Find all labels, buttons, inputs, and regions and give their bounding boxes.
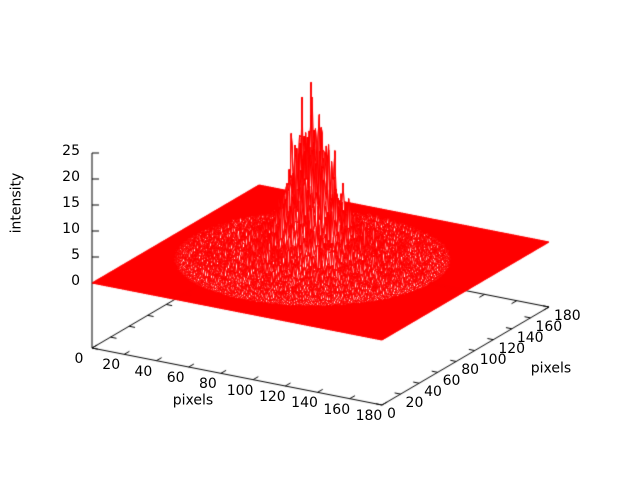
- y-tick-label-180: 180: [553, 308, 581, 324]
- x-tick-label-20: 20: [102, 357, 121, 374]
- z-tick-label-0: 0: [71, 273, 80, 289]
- z-tick-label-25: 25: [62, 143, 80, 159]
- y-tick-label-40: 40: [424, 384, 442, 401]
- x-tick-label-140: 140: [291, 395, 318, 412]
- y-tick-label-100: 100: [479, 351, 507, 368]
- y-tick-label-120: 120: [498, 340, 526, 357]
- y-axis-title: pixels: [530, 360, 572, 377]
- z-tick-label-15: 15: [62, 195, 80, 211]
- x-tick-label-60: 60: [166, 370, 185, 386]
- x-tick-label-180: 180: [355, 408, 383, 424]
- x-tick-label-160: 160: [323, 401, 351, 418]
- x-tick-label-120: 120: [258, 389, 286, 405]
- y-tick-label-60: 60: [442, 373, 461, 390]
- z-axis-title: intensity: [8, 172, 25, 234]
- y-tick-label-20: 20: [405, 395, 424, 412]
- z-tick-label-10: 10: [62, 221, 80, 237]
- x-tick-label-100: 100: [226, 382, 254, 399]
- x-tick-label-0: 0: [74, 351, 84, 367]
- x-tick-label-40: 40: [134, 363, 153, 380]
- y-tick-label-0: 0: [386, 406, 396, 422]
- z-tick-label-20: 20: [62, 169, 80, 185]
- x-tick-label-80: 80: [198, 376, 217, 393]
- z-tick-label-5: 5: [71, 247, 80, 263]
- y-tick-label-140: 140: [516, 329, 544, 346]
- x-axis-title: pixels: [172, 392, 214, 409]
- y-tick-label-160: 160: [535, 318, 563, 335]
- y-tick-label-80: 80: [461, 362, 480, 379]
